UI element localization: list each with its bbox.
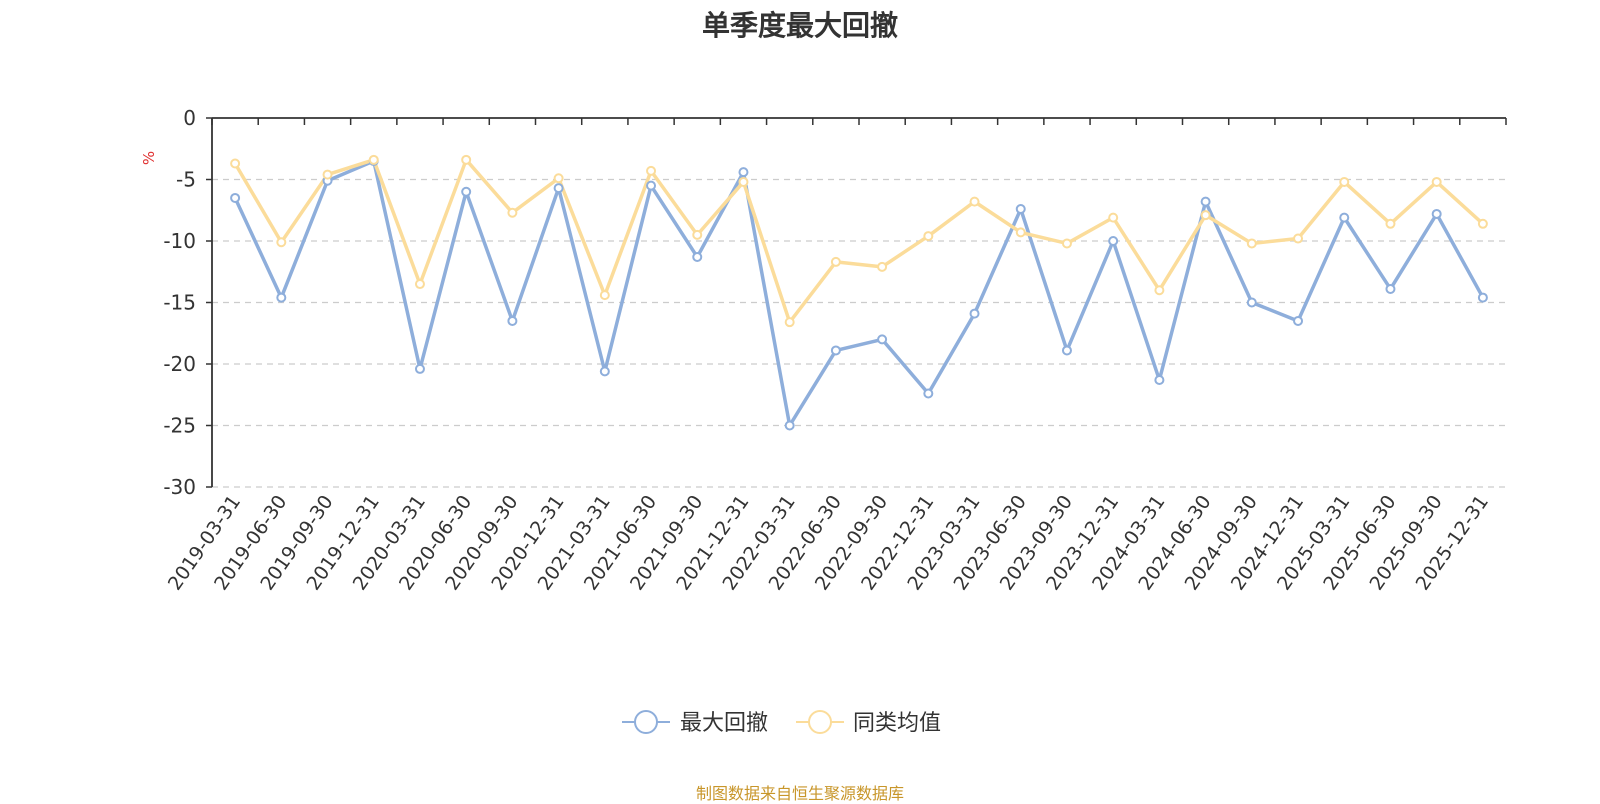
data-point[interactable]: [1246, 297, 1257, 308]
data-point[interactable]: [230, 192, 241, 203]
data-point[interactable]: [1339, 212, 1350, 223]
data-point[interactable]: [1385, 283, 1396, 294]
y-unit-label: %: [140, 151, 158, 165]
data-point[interactable]: [877, 334, 888, 345]
data-point[interactable]: [1108, 212, 1119, 223]
data-point[interactable]: [830, 256, 841, 267]
data-point[interactable]: [877, 261, 888, 272]
data-point[interactable]: [414, 363, 425, 374]
data-point[interactable]: [322, 169, 333, 180]
data-point[interactable]: [1154, 285, 1165, 296]
data-point[interactable]: [599, 290, 610, 301]
data-point[interactable]: [1477, 292, 1488, 303]
y-tick-label: -30: [163, 475, 196, 499]
data-point[interactable]: [784, 317, 795, 328]
y-tick-label: -15: [163, 291, 196, 315]
data-point[interactable]: [969, 308, 980, 319]
data-point[interactable]: [923, 388, 934, 399]
data-point[interactable]: [553, 183, 564, 194]
data-point[interactable]: [923, 231, 934, 242]
data-point[interactable]: [1015, 204, 1026, 215]
data-point[interactable]: [1200, 196, 1211, 207]
data-point[interactable]: [1339, 176, 1350, 187]
data-point[interactable]: [1061, 345, 1072, 356]
data-point[interactable]: [738, 176, 749, 187]
data-point[interactable]: [1015, 227, 1026, 238]
data-point[interactable]: [646, 165, 657, 176]
data-point[interactable]: [461, 186, 472, 197]
series-lines: [230, 154, 1488, 431]
y-tick-label: 0: [183, 106, 196, 130]
data-point[interactable]: [1431, 208, 1442, 219]
data-point[interactable]: [414, 279, 425, 290]
y-tick-label: -20: [163, 352, 196, 376]
y-tick-label: -25: [163, 414, 196, 438]
legend-item-1[interactable]: 同类均值: [796, 710, 941, 736]
data-point[interactable]: [692, 251, 703, 262]
data-point[interactable]: [830, 345, 841, 356]
chart-title: 单季度最大回撤: [701, 9, 898, 42]
data-point[interactable]: [599, 366, 610, 377]
source-note: 制图数据来自恒生聚源数据库: [695, 784, 904, 803]
data-point[interactable]: [646, 180, 657, 191]
data-point[interactable]: [507, 315, 518, 326]
data-point[interactable]: [969, 196, 980, 207]
data-point[interactable]: [1293, 315, 1304, 326]
legend[interactable]: 最大回撤 同类均值: [622, 710, 941, 736]
legend-label: 同类均值: [853, 711, 941, 736]
data-point[interactable]: [1293, 233, 1304, 244]
y-tick-label: -10: [163, 229, 196, 253]
data-point[interactable]: [230, 158, 241, 169]
data-point[interactable]: [1200, 210, 1211, 221]
data-point[interactable]: [692, 229, 703, 240]
data-point[interactable]: [276, 237, 287, 248]
data-point[interactable]: [1385, 218, 1396, 229]
series-line-0: [233, 159, 1485, 428]
data-point[interactable]: [553, 173, 564, 184]
y-tick-label: -5: [176, 168, 196, 192]
legend-label: 最大回撤: [680, 711, 768, 736]
legend-item-0[interactable]: 最大回撤: [622, 710, 768, 736]
series-line-1: [233, 158, 1485, 324]
data-point[interactable]: [1061, 238, 1072, 249]
data-point[interactable]: [461, 154, 472, 165]
data-point[interactable]: [507, 207, 518, 218]
legend-marker: [634, 710, 658, 734]
data-point[interactable]: [1108, 236, 1119, 246]
legend-marker: [808, 710, 832, 734]
data-point[interactable]: [276, 292, 287, 303]
data-point[interactable]: [1431, 176, 1442, 187]
data-point[interactable]: [368, 154, 379, 165]
data-point[interactable]: [784, 420, 795, 431]
data-point[interactable]: [1154, 374, 1165, 385]
data-point[interactable]: [1246, 238, 1257, 249]
data-point[interactable]: [1477, 218, 1488, 229]
grid-lines: [212, 178, 1506, 488]
data-point[interactable]: [738, 167, 749, 178]
